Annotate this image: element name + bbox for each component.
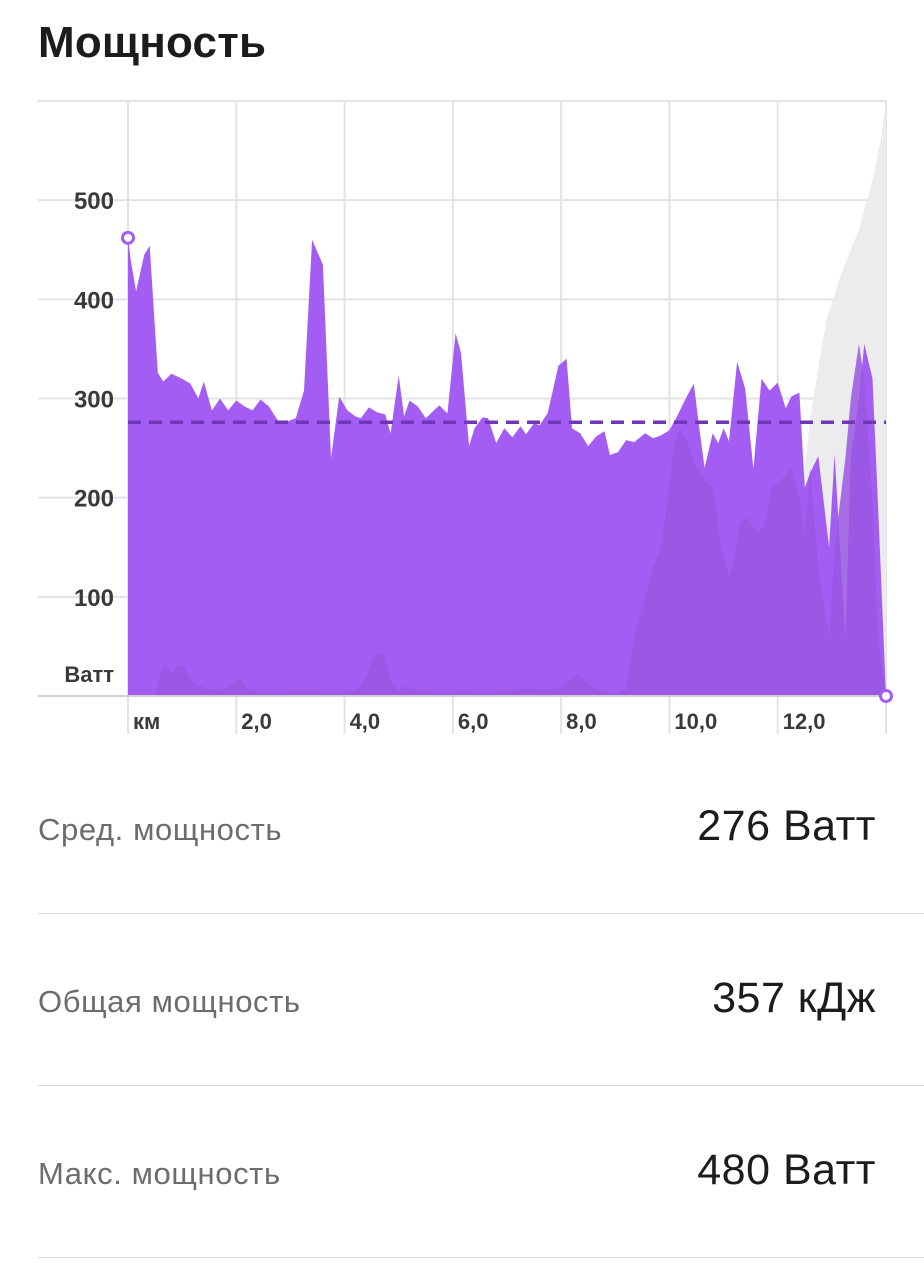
stats-list: Сред. мощность 276 Ватт Общая мощность 3… bbox=[38, 742, 924, 1258]
x-tick-label: км bbox=[133, 709, 160, 734]
stat-value: 480 Ватт bbox=[697, 1146, 876, 1194]
y-tick-label: 300 bbox=[74, 387, 114, 414]
stat-value: 357 кДж bbox=[712, 974, 876, 1022]
end-marker bbox=[879, 689, 893, 703]
stat-row-total-power: Общая мощность 357 кДж bbox=[38, 914, 924, 1086]
x-tick-label: 6,0 bbox=[458, 709, 489, 734]
x-tick-label: 10,0 bbox=[674, 709, 717, 734]
x-tick-label: 12,0 bbox=[783, 709, 826, 734]
y-tick-label: 400 bbox=[74, 287, 114, 314]
y-tick-label: 100 bbox=[74, 585, 114, 612]
secondary-power-area bbox=[128, 344, 886, 696]
x-tick-label: 8,0 bbox=[566, 709, 597, 734]
x-tick-label: 4,0 bbox=[350, 709, 381, 734]
stat-label: Общая мощность bbox=[38, 984, 301, 1019]
stat-label: Сред. мощность bbox=[38, 812, 283, 847]
y-tick-label: 200 bbox=[74, 486, 114, 513]
start-marker bbox=[121, 230, 135, 245]
page-title: Мощность bbox=[38, 18, 267, 67]
stat-row-max-power: Макс. мощность 480 Ватт bbox=[38, 1086, 924, 1258]
stat-value: 276 Ватт bbox=[697, 802, 876, 850]
stat-row-avg-power: Сред. мощность 276 Ватт bbox=[38, 742, 924, 914]
y-axis-label: Ватт bbox=[64, 662, 114, 687]
x-tick-label: 2,0 bbox=[241, 709, 272, 734]
stat-label: Макс. мощность bbox=[38, 1156, 281, 1191]
y-tick-label: 500 bbox=[74, 188, 114, 215]
